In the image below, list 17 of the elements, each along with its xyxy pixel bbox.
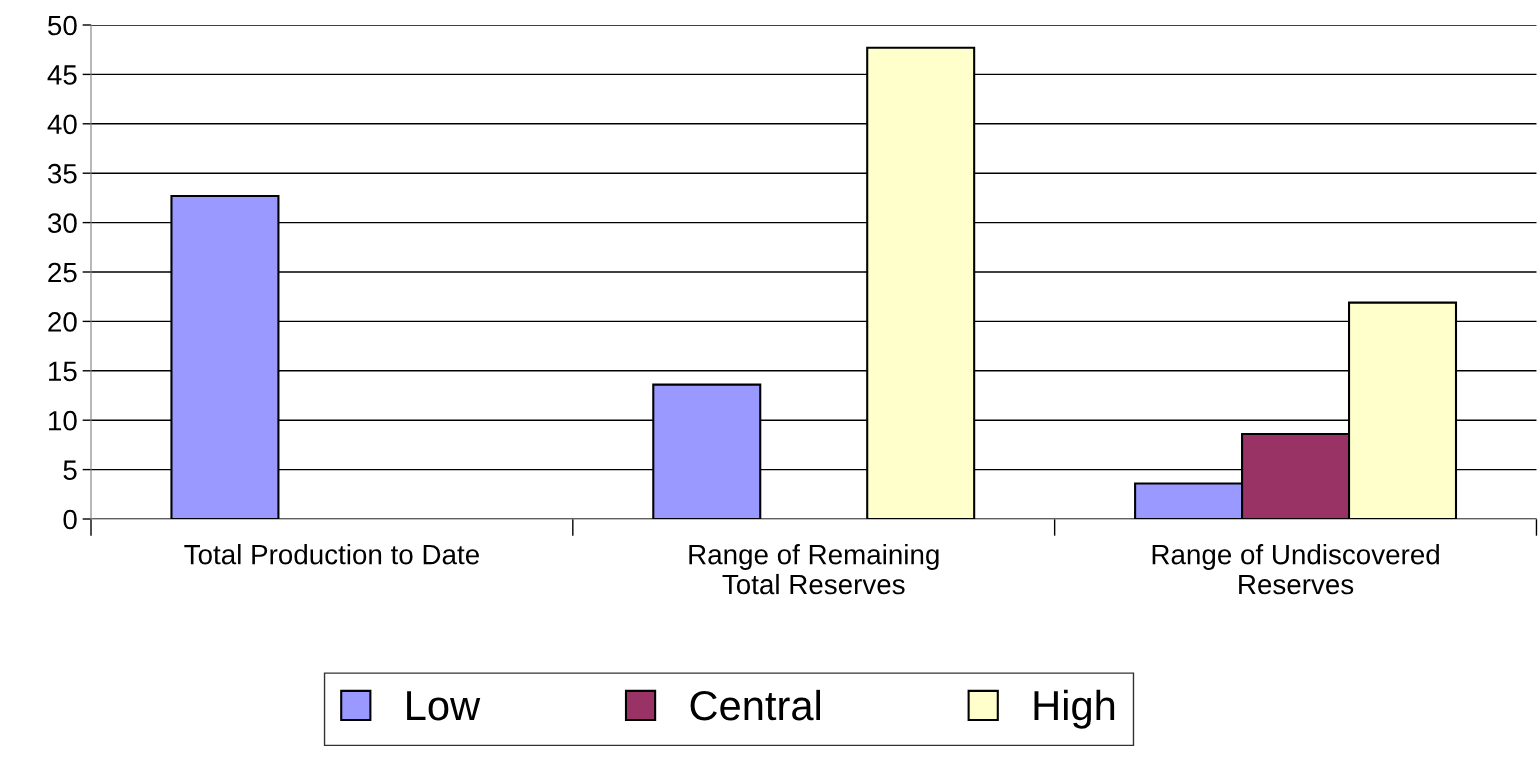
y-tick-label: 30 [47, 213, 77, 233]
x-tick-label: Range of Remaining Total Reserves [689, 544, 939, 595]
y-tick-label: 50 [48, 15, 77, 36]
y-tick-label: 20 [48, 312, 77, 332]
y-tick-label: 40 [47, 114, 77, 135]
y-tick-label: 0 [63, 509, 77, 530]
y-tick-label: 25 [48, 262, 77, 283]
legend-label: Low [407, 691, 481, 721]
x-tick-label: Total Production to Date [184, 544, 479, 565]
y-tick-label: 10 [49, 410, 77, 431]
y-tick-label: 45 [47, 65, 77, 85]
x-tick-label: Range of Undiscovered Reserves [1152, 544, 1439, 595]
y-tick-label: 15 [49, 361, 77, 382]
y-tick-label: 5 [63, 460, 77, 480]
legend-label: Central [690, 689, 821, 721]
y-tick-label: 35 [47, 163, 77, 184]
legend-label: High [1034, 689, 1115, 729]
